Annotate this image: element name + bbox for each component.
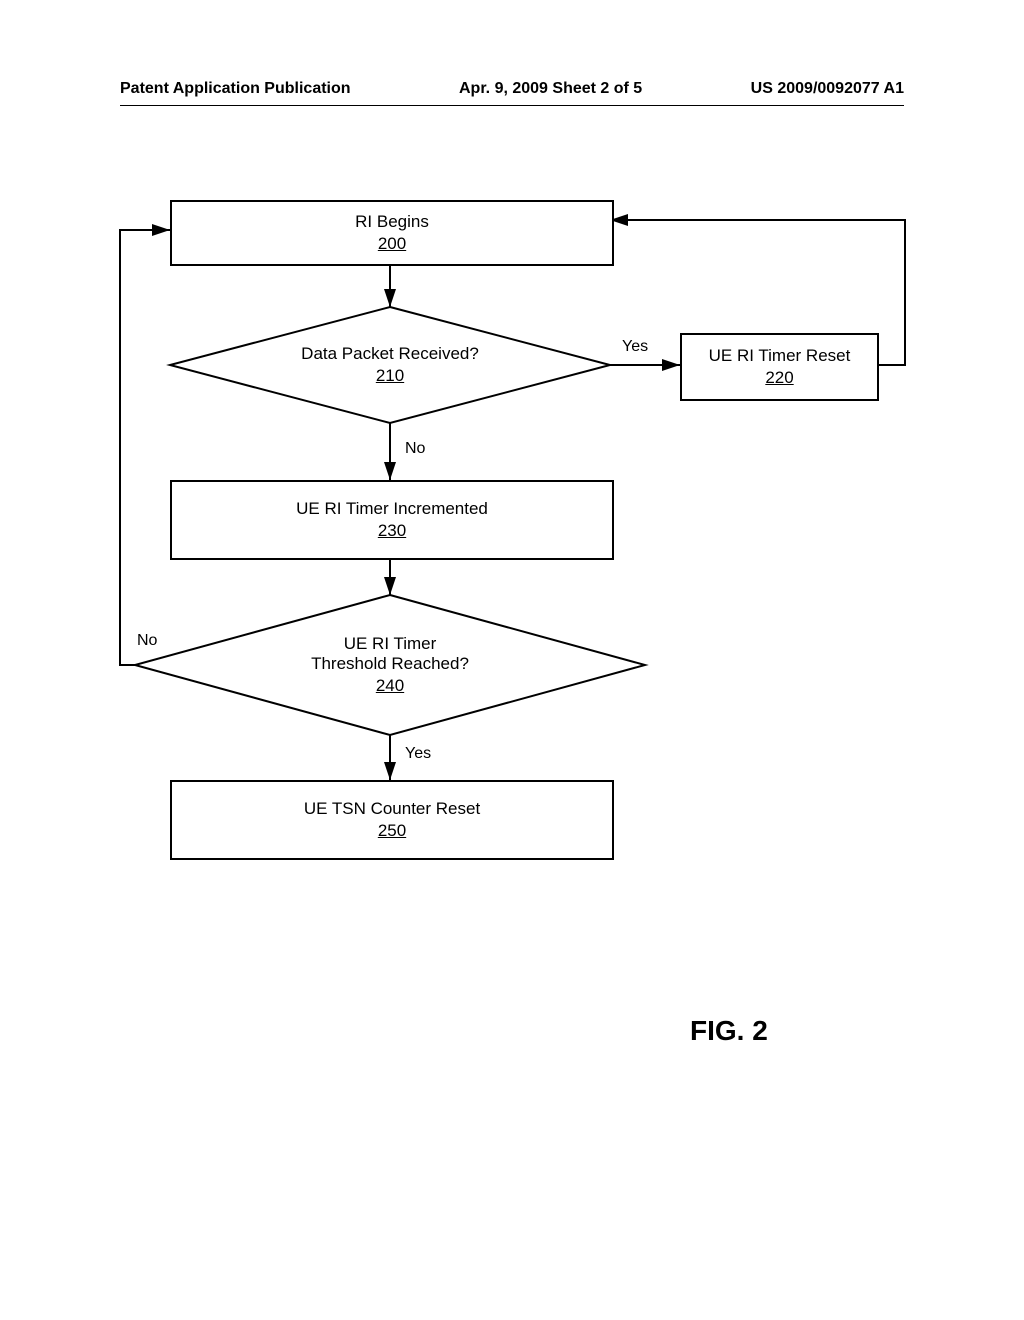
flowchart-node-n230: UE RI Timer Incremented230 (170, 480, 614, 560)
flowchart-node-n250: UE TSN Counter Reset250 (170, 780, 614, 860)
page-header: Patent Application Publication Apr. 9, 2… (0, 80, 1024, 98)
header-rule (120, 105, 904, 106)
flowchart-diagram: RI Begins200 Data Packet Received?210 UE R… (0, 200, 1024, 950)
edge-label-n240-n250: Yes (405, 745, 431, 763)
flowchart-node-label-n240: UE RI TimerThreshold Reached?240 (135, 595, 645, 735)
figure-label: FIG. 2 (690, 1015, 768, 1047)
edge-label-n210-n220: Yes (622, 338, 648, 356)
flowchart-node-n200: RI Begins200 (170, 200, 614, 266)
flowchart-node-n220: UE RI Timer Reset220 (680, 333, 879, 401)
header-center: Apr. 9, 2009 Sheet 2 of 5 (459, 80, 642, 98)
flowchart-node-label-n210: Data Packet Received?210 (170, 307, 610, 423)
header-left: Patent Application Publication (120, 80, 351, 98)
header-right: US 2009/0092077 A1 (751, 80, 904, 98)
edge-label-n210-n230: No (405, 440, 425, 458)
